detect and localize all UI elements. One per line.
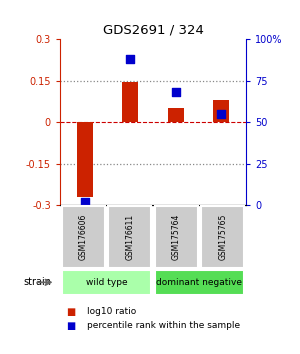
Text: log10 ratio: log10 ratio: [87, 307, 136, 316]
Bar: [122, 82, 138, 122]
Title: GDS2691 / 324: GDS2691 / 324: [103, 23, 203, 36]
Text: percentile rank within the sample: percentile rank within the sample: [87, 321, 240, 330]
Text: ■: ■: [66, 307, 75, 316]
Text: ■: ■: [66, 321, 75, 331]
Point: [82, 199, 87, 205]
Point: [173, 89, 178, 95]
Point: [219, 111, 224, 116]
Text: GSM175764: GSM175764: [172, 214, 181, 261]
Text: GSM176611: GSM176611: [125, 214, 134, 260]
Bar: [77, 122, 93, 197]
Text: dominant negative: dominant negative: [157, 278, 242, 287]
Text: GSM176606: GSM176606: [79, 214, 88, 261]
Point: [128, 56, 133, 62]
Text: GSM175765: GSM175765: [218, 214, 227, 261]
Text: wild type: wild type: [86, 278, 127, 287]
Bar: [168, 108, 184, 122]
Bar: [213, 100, 229, 122]
Text: strain: strain: [23, 277, 51, 287]
